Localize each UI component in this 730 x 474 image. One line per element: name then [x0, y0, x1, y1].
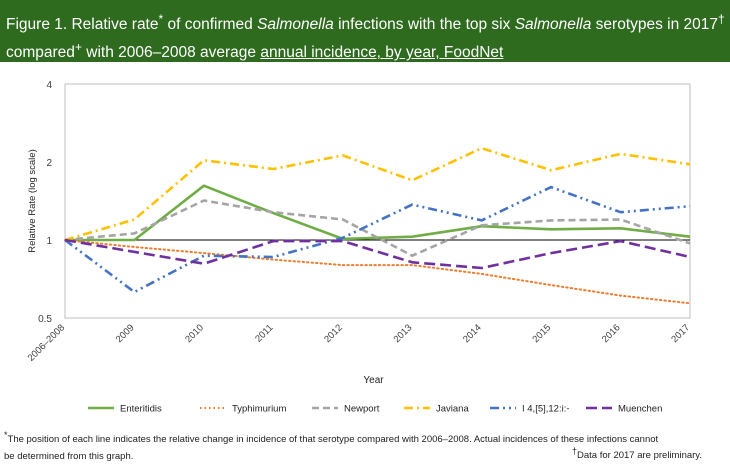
legend-label: Javiana	[436, 404, 469, 415]
y-tick-label: 2	[46, 158, 52, 169]
x-tick-label: 2014	[461, 322, 484, 345]
x-tick-label: 2011	[253, 322, 275, 344]
series-line-javiana	[64, 146, 691, 242]
plot-area-border	[64, 83, 691, 319]
x-tick-label: 2017	[669, 322, 692, 345]
x-tick-label: 2013	[392, 322, 415, 345]
footnote-marker: *	[4, 430, 8, 440]
footnote-text: Data for 2017 are preliminary.	[577, 450, 702, 462]
series-line-i-4-5-12-i	[64, 185, 691, 294]
title-text: of confirmed	[163, 16, 258, 34]
x-tick-label: 2009	[114, 322, 137, 345]
y-tick-label: 4	[46, 80, 52, 91]
footnote-text: The position of each line indicates the …	[7, 434, 659, 446]
y-tick-label: 1	[46, 236, 52, 247]
title-italic: Salmonella	[257, 16, 334, 34]
x-axis-title: Year	[363, 375, 384, 386]
title-line-1: Figure 1. Relative rate* of confirmed Sa…	[6, 8, 725, 36]
legend-label: I 4,[5],12:i:-	[522, 404, 570, 415]
legend-label: Enteritidis	[120, 404, 162, 415]
series-line-muenchen	[64, 238, 691, 270]
y-axis-title: Relative Rate (log scale)	[27, 149, 38, 253]
footnote-star-cont: be determined from this graph.	[4, 451, 133, 462]
title-text: Figure 1. Relative rate	[6, 16, 159, 34]
x-tick-label: 2016	[600, 322, 623, 345]
legend-label: Newport	[344, 404, 380, 415]
x-tick-label: 2012	[322, 322, 345, 345]
series-line-enteritidis	[65, 184, 691, 242]
x-tick-label: 2006–2008	[26, 322, 67, 363]
title-text: serotypes in 2017	[591, 16, 719, 34]
title-line-2: compared+ with 2006–2008 average annual …	[6, 36, 720, 64]
legend-label: Muenchen	[618, 404, 662, 415]
footnote-marker: +	[74, 40, 82, 55]
title-italic: Salmonella	[514, 16, 592, 34]
footnote-marker: †	[718, 12, 725, 26]
series-line-newport	[64, 199, 691, 257]
title-text: with 2006–2008 average	[81, 44, 261, 62]
title-text: infections with the top six	[333, 16, 515, 34]
line-chart: 0.5 1 2 4 2006–2008 2009 2010 2011 2012 2013 2014 2…	[26, 80, 692, 415]
figure-title: Figure 1. Relative rate* of confirmed Sa…	[0, 0, 730, 62]
footnote-marker: *	[158, 12, 164, 26]
footnote-star: *The position of each line indicates the…	[4, 430, 658, 445]
footnote-dagger: †Data for 2017 are preliminary.	[572, 446, 702, 461]
y-tick-label: 0.5	[38, 314, 52, 325]
title-text: compared	[6, 44, 75, 62]
series-line-typhimurium	[64, 239, 691, 305]
footnote-marker: †	[572, 446, 578, 456]
x-tick-label: 2015	[531, 322, 554, 345]
legend-label: Typhimurium	[232, 404, 286, 415]
title-text: annual incidence, by year, FoodNet	[260, 44, 504, 62]
x-tick-label: 2010	[183, 322, 206, 345]
footnote-text: be determined from this graph.	[4, 451, 134, 462]
